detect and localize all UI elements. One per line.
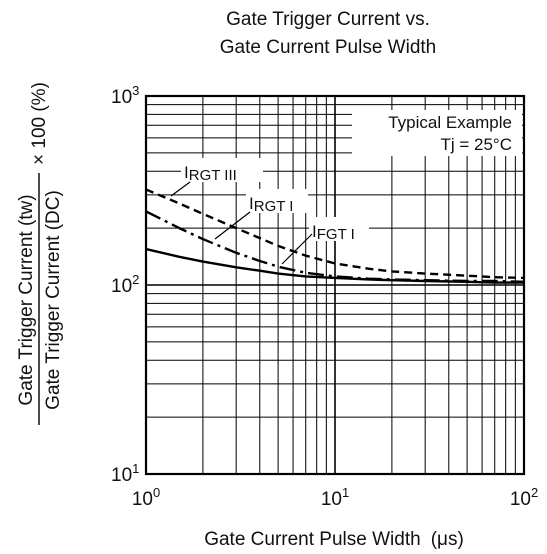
y-axis-label-numerator: Gate Trigger Current (tw) bbox=[16, 194, 37, 405]
x-tick-base: 10 bbox=[321, 489, 342, 510]
series-label-ifgt-i-main: I bbox=[312, 222, 317, 241]
legend-line-2: Tj = 25°C bbox=[440, 135, 512, 154]
series-label-irgt-iii-sub: RGT III bbox=[189, 167, 237, 184]
chart-title-line-2: Gate Current Pulse Width bbox=[220, 37, 436, 58]
series-label-bg-irgt-iii bbox=[181, 158, 263, 182]
x-tick-label: 101 bbox=[321, 485, 349, 510]
y-tick-base: 10 bbox=[111, 276, 132, 297]
series-line-fgt-i bbox=[145, 247, 524, 284]
x-tick-exponent: 0 bbox=[153, 485, 160, 500]
x-axis-label-text: Gate Current Pulse Width bbox=[204, 529, 420, 550]
y-tick-base: 10 bbox=[111, 465, 132, 486]
series-label-irgt-iii: IRGT III bbox=[184, 163, 237, 184]
x-tick-base: 10 bbox=[132, 489, 153, 510]
x-axis-label-unit: (μs) bbox=[431, 529, 464, 550]
y-tick-exponent: 2 bbox=[132, 272, 139, 287]
y-tick-base: 10 bbox=[111, 87, 132, 108]
y-axis-label: Gate Trigger Current (tw) Gate Trigger C… bbox=[16, 82, 64, 425]
series-label-ifgt-i-sub: FGT I bbox=[317, 226, 355, 243]
series-layer bbox=[145, 188, 525, 284]
y-tick-label: 102 bbox=[111, 272, 139, 297]
y-tick-label: 101 bbox=[111, 461, 139, 486]
x-tick-exponent: 2 bbox=[531, 485, 538, 500]
leader-irgt-i bbox=[214, 211, 251, 240]
series-line-rgt-iii bbox=[145, 188, 525, 280]
x-tick-label: 102 bbox=[510, 485, 538, 510]
series-label-irgt-i: IRGT I bbox=[249, 194, 293, 215]
series-label-irgt-i-sub: RGT I bbox=[254, 198, 294, 215]
x-tick-exponent: 1 bbox=[342, 485, 349, 500]
plot-frame bbox=[144, 94, 526, 476]
series-label-ifgt-i: IFGT I bbox=[312, 222, 355, 243]
leader-ifgt-i bbox=[281, 233, 313, 265]
x-tick-label: 100 bbox=[132, 485, 160, 510]
y-tick-exponent: 1 bbox=[132, 461, 139, 476]
x-tick-base: 10 bbox=[510, 489, 531, 510]
series-label-irgt-i-main: I bbox=[249, 194, 254, 213]
x-axis-label: Gate Current Pulse Width (μs) bbox=[204, 529, 464, 550]
series-label-bg-ifgt-i bbox=[309, 217, 369, 241]
legend-box-bg bbox=[352, 110, 522, 156]
y-tick-exponent: 3 bbox=[132, 83, 139, 98]
chart-title-line-1: Gate Trigger Current vs. bbox=[226, 9, 430, 30]
y-axis-label-suffix: × 100 (%) bbox=[29, 82, 50, 165]
y-tick-label: 103 bbox=[111, 83, 139, 108]
y-axis-label-denominator: Gate Trigger Current (DC) bbox=[43, 190, 64, 410]
series-label-irgt-iii-main: I bbox=[184, 163, 189, 182]
legend-line-1: Typical Example bbox=[388, 113, 512, 132]
series-label-bg-irgt-i bbox=[246, 189, 308, 213]
leader-irgt-iii bbox=[170, 181, 191, 197]
